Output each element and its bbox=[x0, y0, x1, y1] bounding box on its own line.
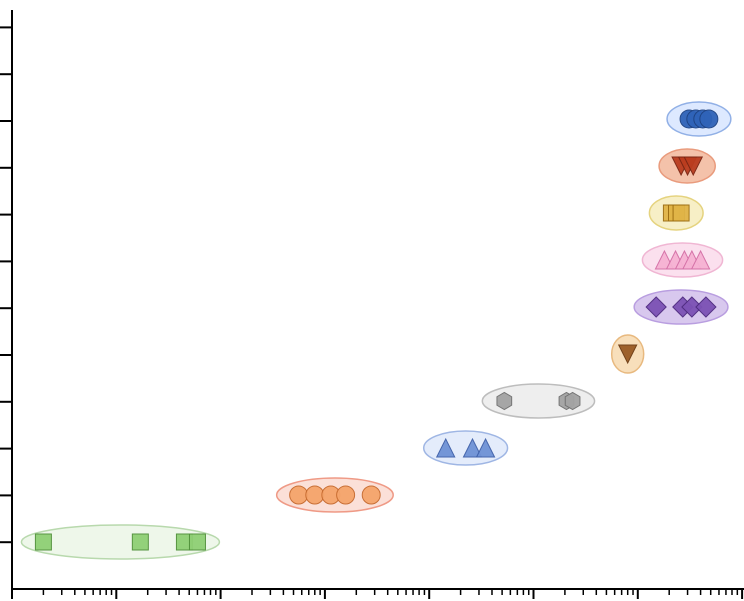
data-group-9 bbox=[658, 148, 716, 184]
data-group-3-ellipse bbox=[422, 430, 509, 466]
data-point-1-1 bbox=[34, 533, 52, 551]
data-group-2 bbox=[275, 477, 394, 513]
data-point-9-3 bbox=[683, 156, 704, 177]
data-point-2-2 bbox=[305, 485, 325, 505]
data-point-3-3 bbox=[475, 437, 496, 458]
data-point-8-3 bbox=[672, 204, 690, 222]
data-point-1-4 bbox=[188, 533, 206, 551]
groups-layer bbox=[20, 101, 732, 560]
data-group-5 bbox=[610, 334, 645, 374]
data-point-1-2 bbox=[131, 533, 149, 551]
data-group-4 bbox=[481, 383, 596, 419]
data-group-10 bbox=[666, 101, 732, 137]
data-group-3 bbox=[422, 430, 509, 466]
data-point-10-4 bbox=[699, 109, 719, 129]
data-point-7-5 bbox=[690, 249, 711, 270]
data-point-2-1 bbox=[289, 485, 309, 505]
data-point-2-5 bbox=[361, 485, 381, 505]
data-group-8 bbox=[648, 195, 704, 231]
data-group-7 bbox=[641, 242, 724, 278]
data-point-6-3 bbox=[681, 296, 703, 318]
data-point-3-1 bbox=[435, 437, 456, 458]
data-point-4-1 bbox=[496, 391, 513, 411]
data-group-1-ellipse bbox=[20, 524, 221, 560]
data-point-5-1 bbox=[617, 344, 638, 365]
data-group-6 bbox=[633, 289, 729, 325]
data-group-1 bbox=[20, 524, 221, 560]
axes-layer bbox=[0, 10, 744, 599]
data-point-3-2 bbox=[462, 437, 483, 458]
data-point-6-1 bbox=[645, 296, 667, 318]
data-point-4-3 bbox=[564, 391, 581, 411]
data-point-2-4 bbox=[336, 485, 356, 505]
data-point-6-4 bbox=[695, 296, 717, 318]
